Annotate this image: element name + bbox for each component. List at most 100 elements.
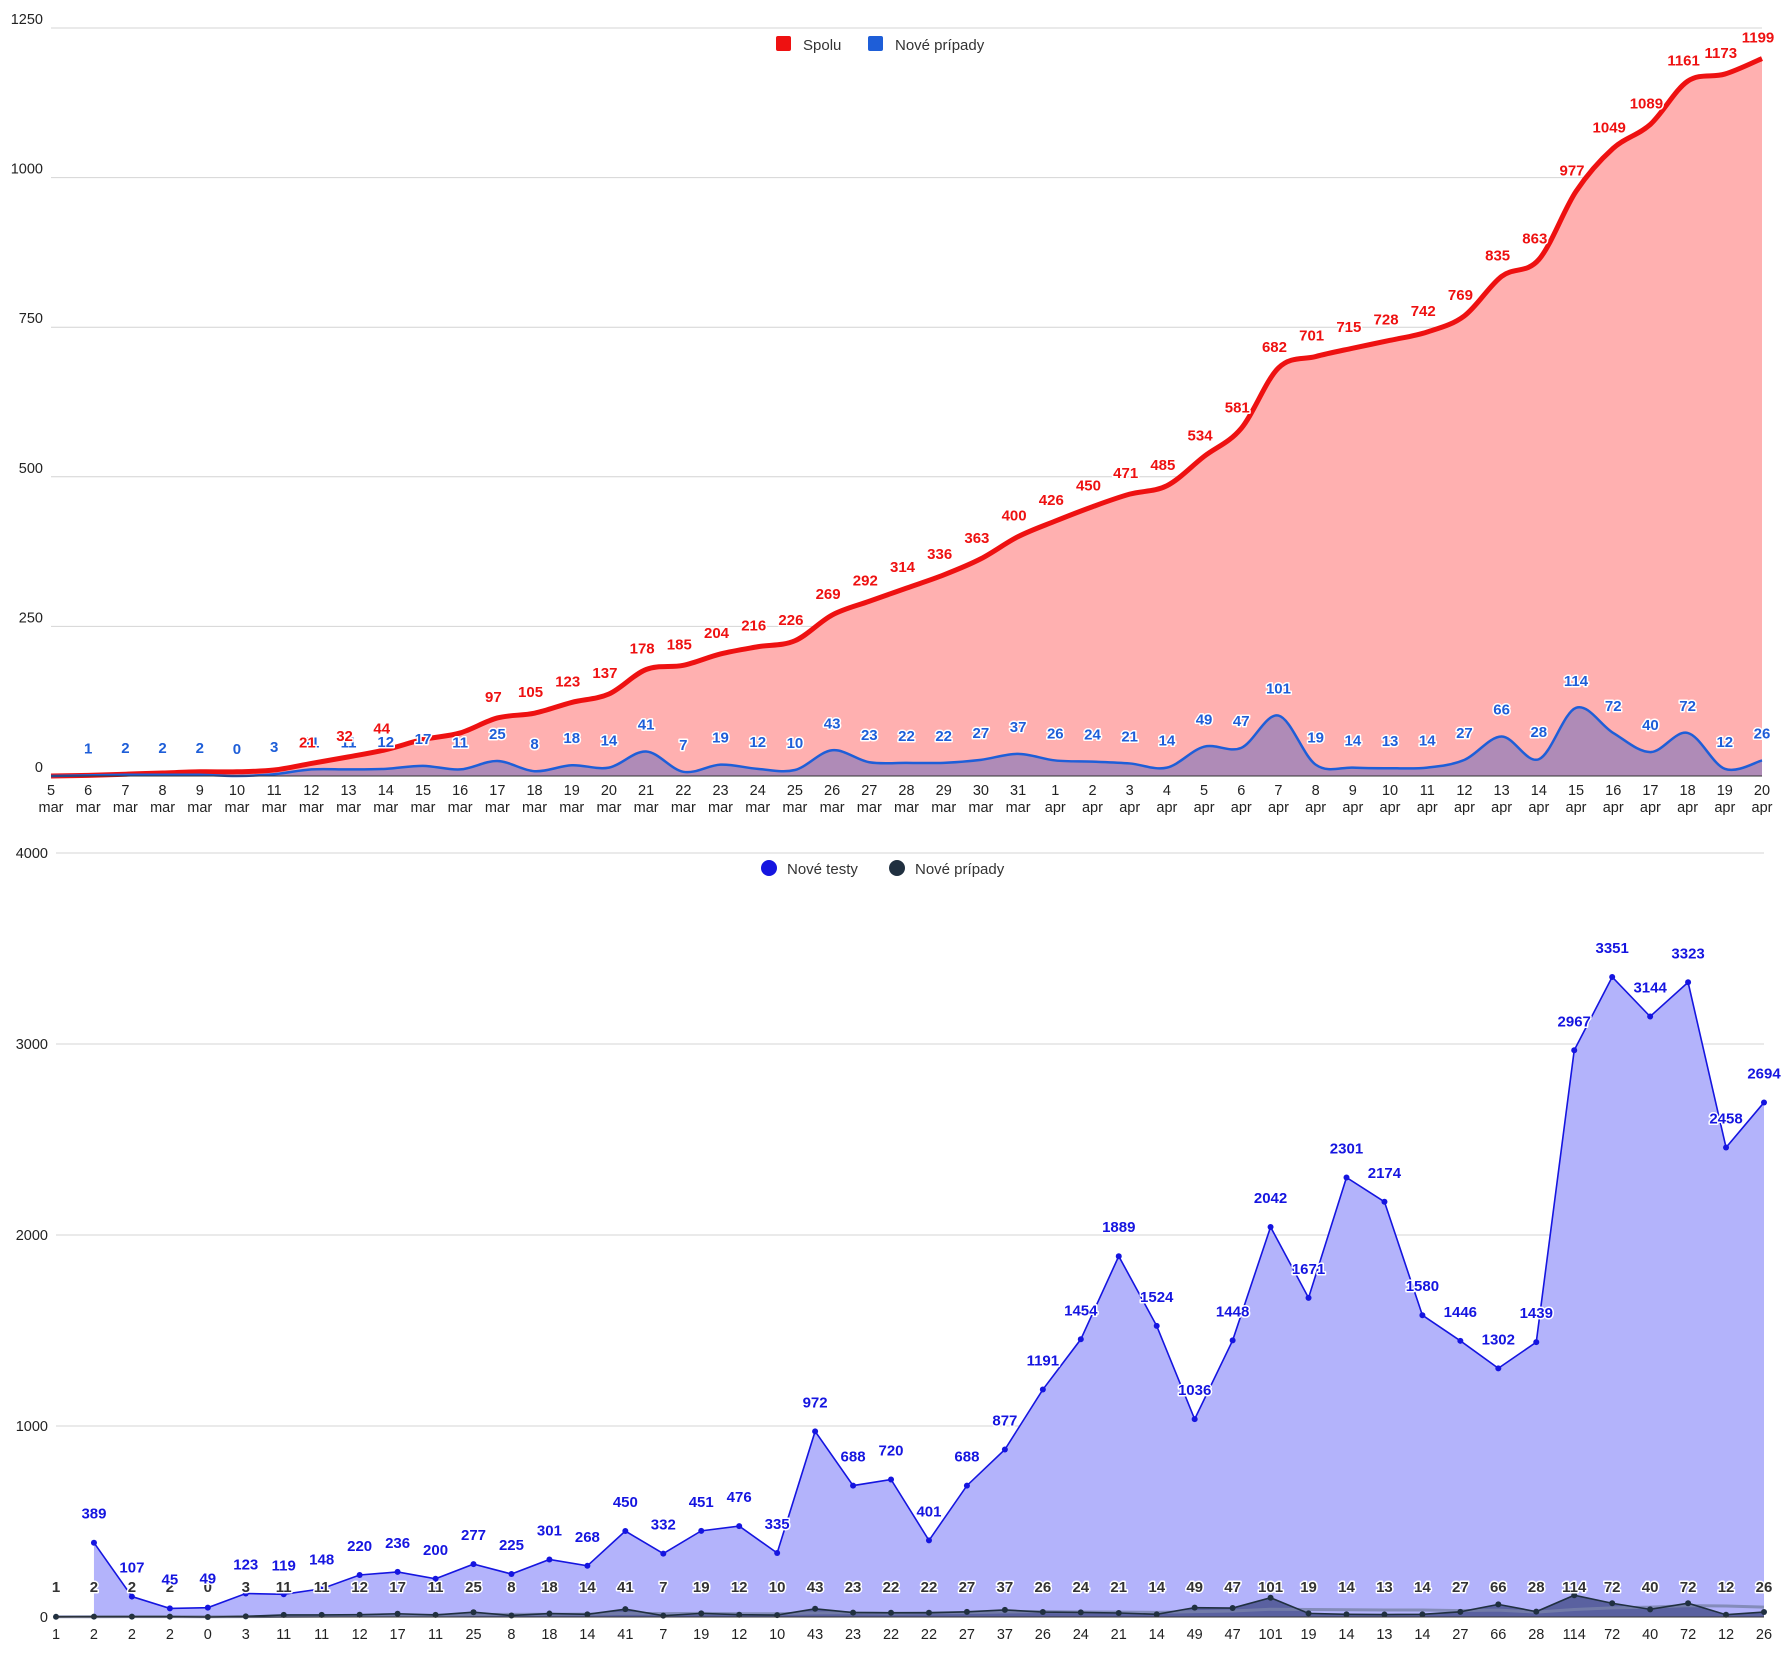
data-label-new: 13 [1382,733,1399,750]
point-tests [698,1527,705,1534]
data-label-tests: 1191 [1027,1353,1060,1370]
data-label-tests: 225 [499,1537,524,1554]
point-tests [318,1585,325,1592]
x-tick-label: 24 [1073,1627,1089,1643]
x-tick-label: 3 apr [1119,783,1140,815]
data-label-cases: 72 [1680,1579,1697,1596]
data-label-new: 12 [1716,734,1733,751]
point-tests [432,1575,439,1582]
point-tests [812,1428,819,1435]
x-tick-label: 19 [693,1627,709,1643]
data-label-cases: 7 [659,1579,667,1596]
x-tick-label: 49 [1187,1627,1203,1643]
data-label-tests: 1671 [1292,1261,1325,1278]
x-axis-labels: 1 2 2 2 0 3 11 11 12 17 11 25 8 18 14 41 7 19 12 10 43 23 22 22… [52,1627,1772,1643]
data-label-cases: 14 [1148,1579,1165,1596]
x-tick-label: 7 apr [1268,783,1289,815]
data-label-total: 769 [1448,287,1473,304]
x-tick-label: 12 mar [299,783,324,815]
data-label-cases: 27 [1452,1579,1469,1596]
data-label-total: 178 [630,640,655,657]
y-tick-label: 4000 [16,846,48,862]
data-label-cases: 114 [1562,1579,1587,1596]
point-tests [356,1571,363,1578]
x-tick-label: 2 apr [1082,783,1103,815]
area-tests [93,976,1764,1617]
x-tick-label: 25 [465,1627,481,1643]
data-label-total: 123 [555,673,580,690]
data-label-cases: 22 [883,1579,900,1596]
x-axis-labels: 5 mar 6 mar 7 mar 8 mar 9 mar 10 mar 11 mar 12 mar 13 mar… [39,783,1773,815]
data-label-cases: 22 [921,1579,938,1596]
x-tick-label: 14 [1338,1627,1354,1643]
data-label-cases: 28 [1528,1579,1545,1596]
data-label-new: 11 [303,734,319,751]
data-label-tests: 450 [613,1494,638,1511]
point-cases [1533,1608,1540,1615]
x-tick-label: 24 mar [745,783,770,815]
point-cases [1609,1600,1616,1607]
data-label-tests: 688 [954,1449,979,1466]
point-cases [963,1608,970,1615]
point-cases [432,1611,439,1618]
data-label-new: 2 [196,740,204,757]
data-label-tests: 401 [916,1503,941,1520]
data-label-new: 0 [233,741,241,758]
x-tick-label: 28 mar [894,783,919,815]
x-tick-label: 6 apr [1231,783,1252,815]
data-label-new: 43 [824,715,841,732]
data-label-cases: 19 [1300,1579,1317,1596]
data-label-total: 682 [1262,339,1287,356]
point-cases [1685,1600,1692,1607]
data-label-cases: 41 [617,1579,634,1596]
data-label-cases: 13 [1376,1579,1393,1596]
area-total [51,58,1762,777]
point-cases [1495,1601,1502,1608]
point-cases [888,1609,895,1616]
data-label-tests: 3323 [1671,945,1704,962]
x-tick-label: 41 [617,1627,633,1643]
data-label-total: 292 [853,572,878,589]
point-tests [888,1476,895,1483]
point-tests [204,1604,211,1611]
point-cases [1039,1609,1046,1616]
data-label-tests: 476 [727,1489,752,1506]
data-label-new: 14 [1419,733,1436,750]
data-label-new: 28 [1530,724,1547,741]
x-tick-label: 114 [1563,1627,1586,1643]
data-label-new: 18 [563,730,580,747]
point-cases [1229,1605,1236,1612]
point-cases [1381,1611,1388,1618]
data-label-total: 185 [667,636,692,653]
data-label-new: 114 [1564,673,1589,690]
x-tick-label: 11 [314,1627,329,1643]
point-tests [128,1593,135,1600]
data-label-total: 1199 [1742,30,1775,47]
data-label-total: 1173 [1705,45,1738,62]
x-tick-label: 26 mar [820,783,845,815]
x-tick-label: 27 mar [857,783,882,815]
data-label-cases: 11 [314,1579,330,1596]
data-label-new: 26 [1754,725,1771,742]
data-label-tests: 1036 [1178,1382,1211,1399]
point-cases [1761,1609,1767,1616]
data-label-cases: 43 [807,1579,824,1596]
data-label-new: 12 [377,734,394,751]
data-label-tests: 123 [233,1557,258,1574]
x-tick-label: 17 apr [1640,783,1661,815]
data-label-tests: 1439 [1520,1305,1553,1322]
y-tick-label: 2000 [16,1228,48,1244]
line-new-cases [50,706,1763,778]
x-tick-label: 26 [1035,1627,1051,1643]
data-label-new: 2 [121,740,129,757]
point-cases [1723,1611,1730,1618]
line-total [50,56,1763,779]
point-tests [774,1550,781,1557]
data-label-cases: 24 [1072,1579,1089,1596]
data-label-new: 19 [1307,730,1324,747]
x-tick-label: 25 mar [782,783,807,815]
data-label-tests: 688 [841,1449,866,1466]
